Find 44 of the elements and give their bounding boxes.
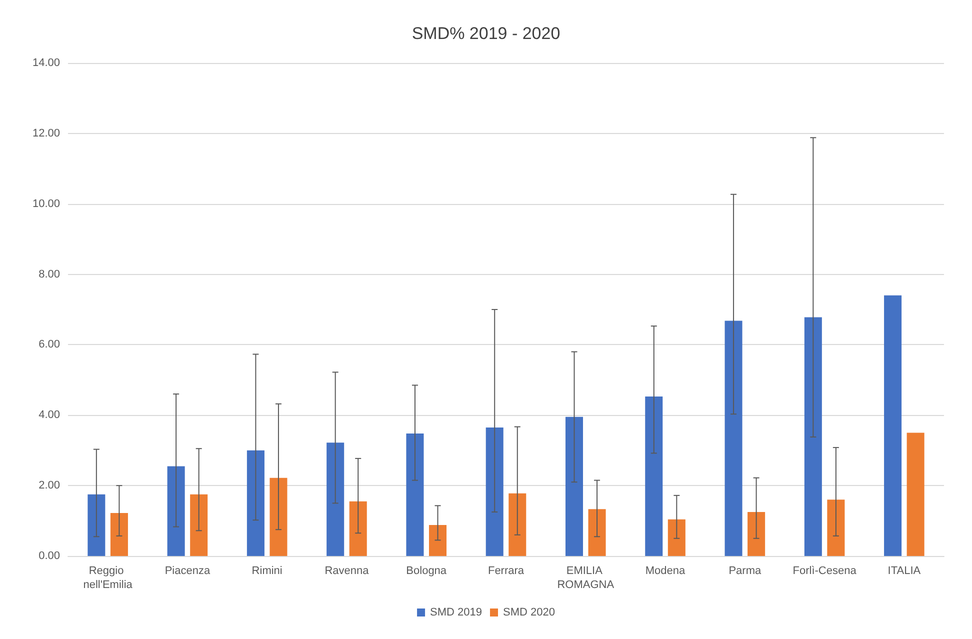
x-tick-label: Forlì-Cesena xyxy=(792,565,858,577)
bar xyxy=(668,519,686,556)
legend-label: SMD 2020 xyxy=(503,606,555,618)
bar xyxy=(406,433,424,556)
bar xyxy=(508,493,526,556)
y-tick-label: 0.00 xyxy=(38,550,60,562)
x-tick-label: Parma xyxy=(728,565,762,577)
x-tick-label: Modena xyxy=(645,565,686,577)
bar xyxy=(190,494,208,556)
bar xyxy=(326,442,344,556)
chart-title: SMD% 2019 - 2020 xyxy=(412,24,560,43)
x-tick-label: Rimini xyxy=(252,565,282,577)
x-tick-label: Bologna xyxy=(406,565,448,577)
bar xyxy=(428,525,447,556)
legend-label: SMD 2019 xyxy=(430,606,482,618)
y-tick-label: 10.00 xyxy=(32,198,60,210)
bar xyxy=(110,513,128,556)
y-tick-label: 12.00 xyxy=(32,127,60,140)
x-tick-label: Piacenza xyxy=(164,565,211,577)
bar xyxy=(748,512,766,556)
bar xyxy=(246,450,264,556)
bar xyxy=(906,432,924,556)
bar xyxy=(827,500,845,556)
bar xyxy=(486,427,504,556)
bar xyxy=(724,320,742,556)
y-tick-label: 6.00 xyxy=(38,338,60,351)
bar xyxy=(645,396,663,556)
bar xyxy=(349,501,367,556)
bar xyxy=(804,317,822,556)
y-tick-label: 8.00 xyxy=(38,268,60,280)
bar xyxy=(88,494,106,556)
x-tick-label: EMILIA ROMAGNA xyxy=(557,565,615,591)
bar xyxy=(270,478,288,556)
bar xyxy=(884,295,902,556)
y-tick-label: 14.00 xyxy=(32,57,60,69)
x-tick-label: ITALIA xyxy=(888,565,922,577)
bar xyxy=(167,466,185,556)
x-tick-label: Ravenna xyxy=(324,565,370,577)
y-tick-label: 4.00 xyxy=(38,409,60,422)
x-tick-label: Ferrara xyxy=(488,565,525,577)
y-tick-label: 2.00 xyxy=(38,480,60,492)
bar xyxy=(588,509,606,556)
bar xyxy=(565,416,584,556)
x-tick-label: Reggio nell'Emilia xyxy=(83,565,134,591)
